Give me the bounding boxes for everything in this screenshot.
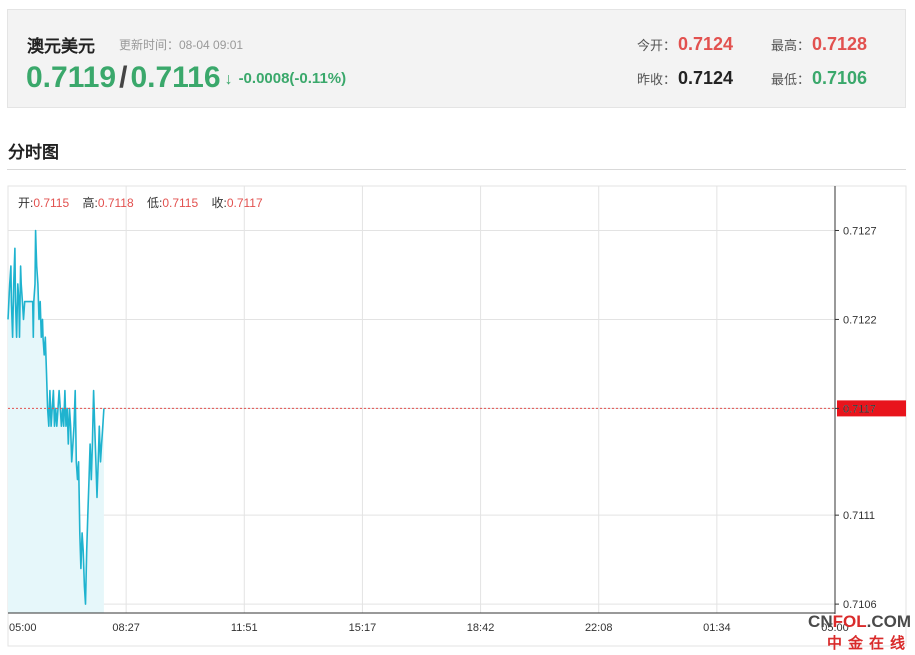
- y-tick-label: 0.7106: [843, 599, 877, 611]
- down-arrow-icon: ↓: [224, 71, 233, 88]
- x-tick-label: 15:17: [349, 622, 377, 634]
- stat-low-value: 0.7106: [812, 68, 868, 88]
- label-layer: 0.7127 0.7122 0.7117 0.7111 0.7106 05:00 08:27…: [9, 225, 877, 634]
- y-tick-label: 0.7111: [843, 510, 875, 522]
- stat-open-label: 今开：: [637, 38, 677, 53]
- x-tick-label: 22:08: [585, 622, 613, 634]
- ohlc-open-value: 0.7115: [33, 196, 70, 210]
- y-tick-label: 0.7122: [843, 314, 877, 326]
- y-tick-label: 0.7127: [843, 225, 877, 237]
- price-separator: /: [119, 61, 128, 94]
- stat-prev-close: 昨收： 0.7124: [637, 68, 733, 89]
- ohlc-readout: 开:0.7115 高:0.7118 低:0.7115 收:0.7117: [18, 194, 263, 211]
- ohlc-high-value: 0.7118: [97, 196, 134, 210]
- x-tick-label: 08:27: [112, 622, 140, 634]
- instrument-name: 澳元美元: [27, 37, 95, 56]
- line-layer: [7, 229, 105, 605]
- axis-layer: [8, 186, 839, 614]
- price-change: -0.0008(-0.11%): [238, 70, 347, 87]
- x-tick-label: 05:00: [9, 622, 37, 634]
- y-tick-label: 0.7117: [843, 403, 876, 415]
- x-tick-label: 11:51: [231, 622, 258, 634]
- stat-high-label: 最高：: [771, 38, 811, 53]
- ask-price: 0.7116: [130, 61, 221, 94]
- stat-open-value: 0.7124: [678, 34, 734, 54]
- logo-suffix: .COM: [866, 612, 911, 631]
- current-value-badge: [837, 400, 906, 417]
- x-tick-label: 18:42: [467, 622, 495, 634]
- price-line: 0.7119/0.7116 ↓ -0.0008(-0.11%): [26, 60, 346, 98]
- update-time: 更新时间：08-04 09:01: [119, 38, 244, 52]
- chart-grid: [7, 186, 836, 613]
- logo-chinese: 中金在线: [826, 635, 911, 652]
- x-tick-label: 05:00: [821, 622, 849, 634]
- cnfol-logo: CNFOL.COM 中金在线: [808, 612, 911, 653]
- ohlc-close-value: 0.7117: [226, 196, 263, 210]
- stat-high-value: 0.7128: [812, 34, 868, 54]
- stat-low: 最低： 0.7106: [771, 68, 867, 89]
- ohlc-close-label: 收:: [211, 196, 227, 210]
- stat-low-label: 最低：: [771, 72, 811, 87]
- ohlc-high-label: 高:: [82, 196, 98, 210]
- reference-layer: 0.7117: [8, 400, 906, 417]
- price-line: [7, 229, 105, 605]
- ohlc-low-value: 0.7115: [162, 196, 199, 210]
- stat-prev-close-value: 0.7124: [678, 68, 734, 88]
- stat-high: 最高： 0.7128: [771, 34, 867, 55]
- ohlc-low-label: 低:: [147, 196, 163, 210]
- quote-panel: 澳元美元 更新时间：08-04 09:01 0.7119/0.7116 ↓ -0.0…: [7, 9, 906, 108]
- section-title: 分时图: [8, 143, 59, 162]
- chart-frame: [7, 185, 907, 647]
- stat-prev-close-label: 昨收：: [637, 72, 677, 87]
- logo-brand: FOL: [832, 612, 867, 631]
- logo-prefix: CN: [808, 612, 833, 631]
- current-value-label: 0.7117: [843, 403, 876, 415]
- bid-price: 0.7119: [26, 61, 117, 94]
- section-divider: [7, 169, 906, 170]
- ohlc-open-label: 开:: [18, 196, 34, 210]
- stat-open: 今开： 0.7124: [637, 34, 733, 55]
- x-tick-label: 01:34: [703, 622, 731, 634]
